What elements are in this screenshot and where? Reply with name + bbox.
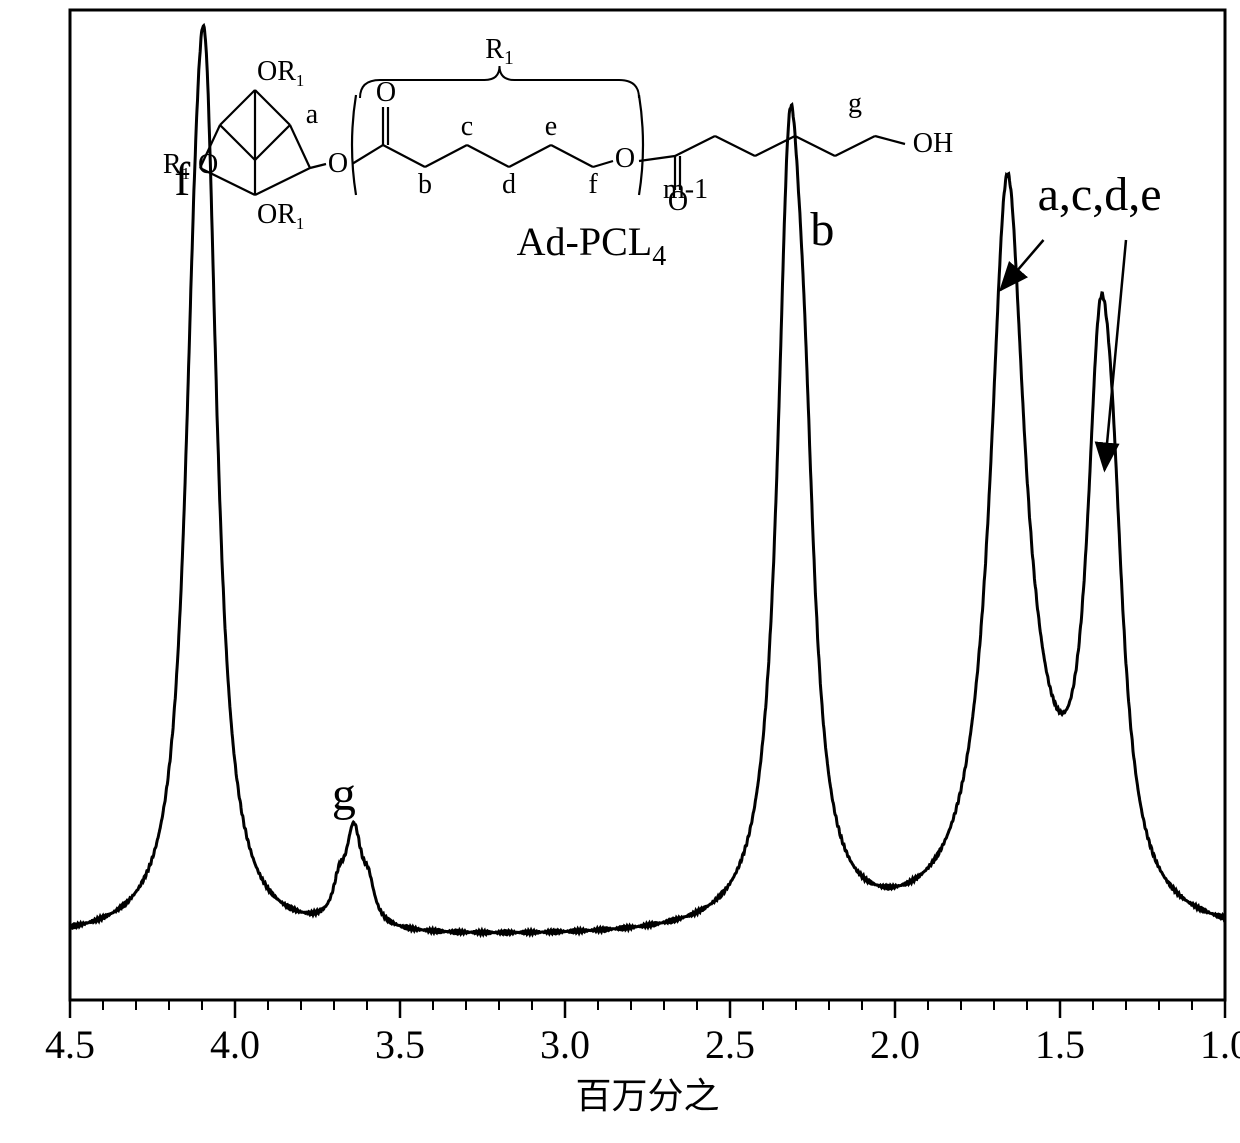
svg-text:3.0: 3.0 (540, 1022, 590, 1067)
plot-frame (70, 10, 1225, 1000)
x-axis-tick-labels: 4.5 4.0 3.5 3.0 2.5 2.0 1.5 1.0 (45, 1022, 1240, 1067)
svg-text:O: O (376, 77, 396, 108)
svg-text:g: g (848, 88, 862, 119)
svg-text:e: e (545, 111, 557, 142)
svg-text:b: b (810, 203, 834, 256)
svg-text:3.5: 3.5 (375, 1022, 425, 1067)
spectrum-trace (70, 26, 1225, 935)
svg-text:O: O (668, 186, 688, 217)
svg-text:2.0: 2.0 (870, 1022, 920, 1067)
svg-text:f: f (588, 169, 598, 200)
svg-text:OR1: OR1 (257, 199, 304, 233)
svg-text:a: a (306, 99, 319, 130)
svg-text:R1: R1 (485, 34, 513, 69)
svg-text:c: c (461, 111, 473, 142)
chemical-structure: OR1R1OOR1aOObcdefOm-1OgOHR1 (163, 34, 953, 233)
x-axis-label: 百万分之 (575, 1076, 719, 1116)
svg-text:1.5: 1.5 (1035, 1022, 1085, 1067)
svg-text:d: d (502, 169, 516, 200)
compound-name: Ad-PCL4 (517, 219, 667, 272)
svg-text:a,c,d,e: a,c,d,e (1038, 168, 1162, 221)
svg-text:1.0: 1.0 (1200, 1022, 1240, 1067)
svg-text:4.0: 4.0 (210, 1022, 260, 1067)
svg-text:O: O (615, 143, 635, 174)
svg-text:OH: OH (913, 128, 953, 159)
svg-text:2.5: 2.5 (705, 1022, 755, 1067)
svg-text:b: b (418, 169, 432, 200)
svg-text:g: g (332, 768, 356, 821)
chart-svg: 4.5 4.0 3.5 3.0 2.5 2.0 1.5 1.0 百万分之 f g b a,c,d,e… (0, 0, 1240, 1143)
peak-labels: f g b a,c,d,e (174, 153, 1161, 821)
x-axis-ticks (70, 1000, 1225, 1018)
svg-text:O: O (328, 148, 348, 179)
nmr-chart: 4.5 4.0 3.5 3.0 2.5 2.0 1.5 1.0 百万分之 f g b a,c,d,e… (0, 0, 1240, 1143)
svg-text:4.5: 4.5 (45, 1022, 95, 1067)
svg-text:OR1: OR1 (257, 56, 304, 90)
svg-text:O: O (198, 149, 218, 180)
